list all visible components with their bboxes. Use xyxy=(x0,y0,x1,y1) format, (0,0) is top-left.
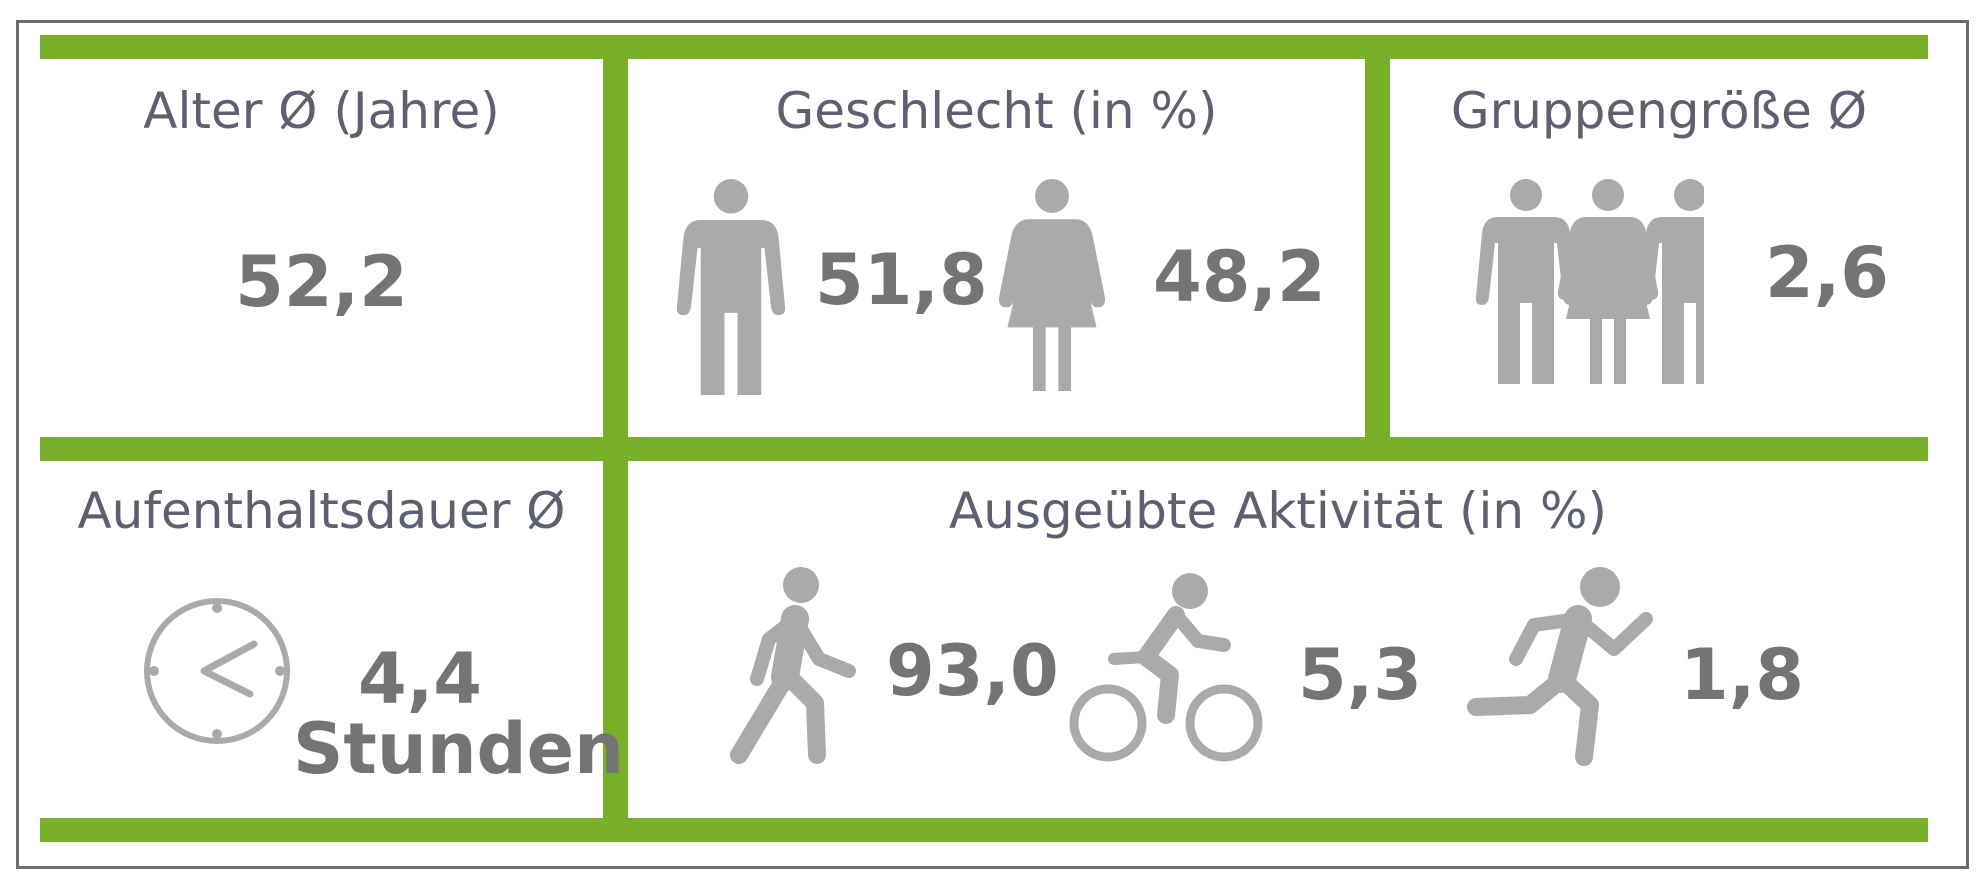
group-panel: Gruppengröße Ø 2,6 xyxy=(1390,59,1928,437)
female-value: 48,2 xyxy=(1153,236,1326,318)
man-icon xyxy=(677,179,785,395)
cycling-icon xyxy=(1068,573,1264,769)
age-panel: Alter Ø (Jahre) 52,2 xyxy=(40,59,603,437)
male-value: 51,8 xyxy=(815,239,988,321)
group-title: Gruppengröße Ø xyxy=(1450,82,1868,140)
gender-panel: Geschlecht (in %) 51,8 48,2 xyxy=(628,59,1365,437)
activity-panel: Ausgeübte Aktivität (in %) 93,0 5,3 xyxy=(628,461,1928,818)
stay-value: 4,4 xyxy=(358,638,483,720)
divider-top xyxy=(40,35,1928,59)
divider-bottom xyxy=(40,818,1928,842)
walking-icon xyxy=(729,567,859,767)
clock-icon xyxy=(142,596,292,746)
activity-title: Ausgeübte Aktivität (in %) xyxy=(948,482,1607,540)
divider-vertical-left xyxy=(603,35,628,842)
gender-title: Geschlecht (in %) xyxy=(775,82,1218,140)
stay-title: Aufenthaltsdauer Ø xyxy=(77,482,566,540)
walking-value: 93,0 xyxy=(886,630,1059,712)
group-icon xyxy=(1476,179,1704,384)
woman-icon xyxy=(998,179,1106,391)
running-value: 1,8 xyxy=(1680,634,1805,716)
divider-vertical-right xyxy=(1365,35,1390,461)
group-value: 2,6 xyxy=(1765,232,1890,314)
stay-panel: Aufenthaltsdauer Ø 4,4 Stunden xyxy=(40,461,624,818)
running-icon xyxy=(1466,567,1676,767)
divider-middle xyxy=(40,437,1928,461)
age-title: Alter Ø (Jahre) xyxy=(143,82,500,140)
stay-unit: Stunden xyxy=(293,708,624,790)
age-value: 52,2 xyxy=(235,241,408,323)
cycling-value: 5,3 xyxy=(1298,634,1423,716)
